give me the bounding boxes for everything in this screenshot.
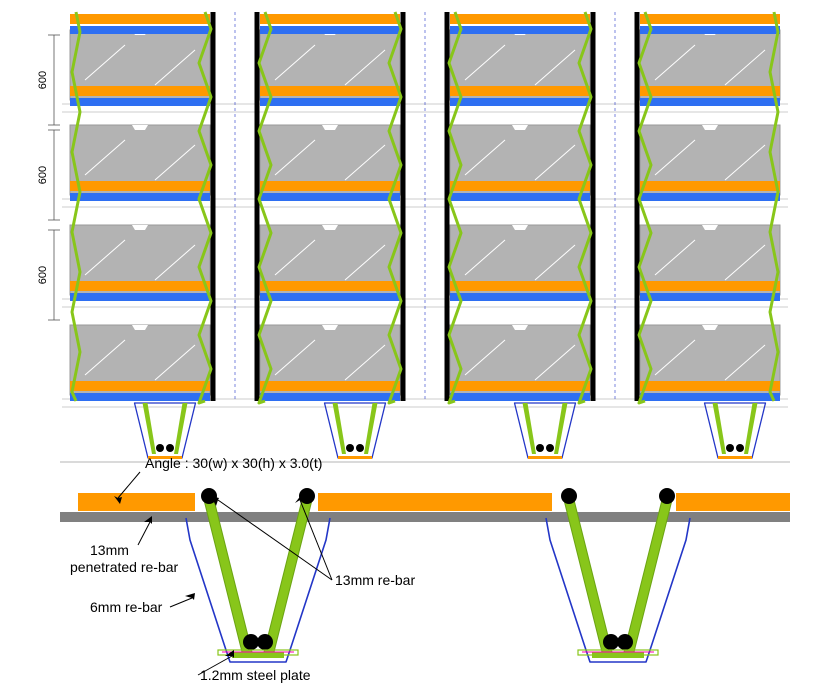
label-angle: Angle : 30(w) x 30(h) x 3.0(t) [145, 455, 322, 471]
label-rebar13: 13mm re-bar [335, 572, 415, 588]
label-steel-plate: 1.2mm steel plate [200, 667, 311, 683]
dim-label: 600 [37, 71, 49, 89]
elevation-view [60, 12, 790, 462]
structural-diagram: 600 600 600 Angle : 30(w) x 30(h) x 3.0(t) 1… [0, 0, 814, 687]
dimension-labels: 600 600 600 [37, 35, 60, 320]
label-pen-rebar-1: 13mm [90, 542, 129, 558]
label-rebar6: 6mm re-bar [90, 599, 163, 615]
section-view: Angle : 30(w) x 30(h) x 3.0(t) 13mmpenetr… [60, 455, 790, 683]
dim-label: 600 [37, 266, 49, 284]
label-pen-rebar-2: penetrated re-bar [70, 559, 179, 575]
dim-label: 600 [37, 166, 49, 184]
